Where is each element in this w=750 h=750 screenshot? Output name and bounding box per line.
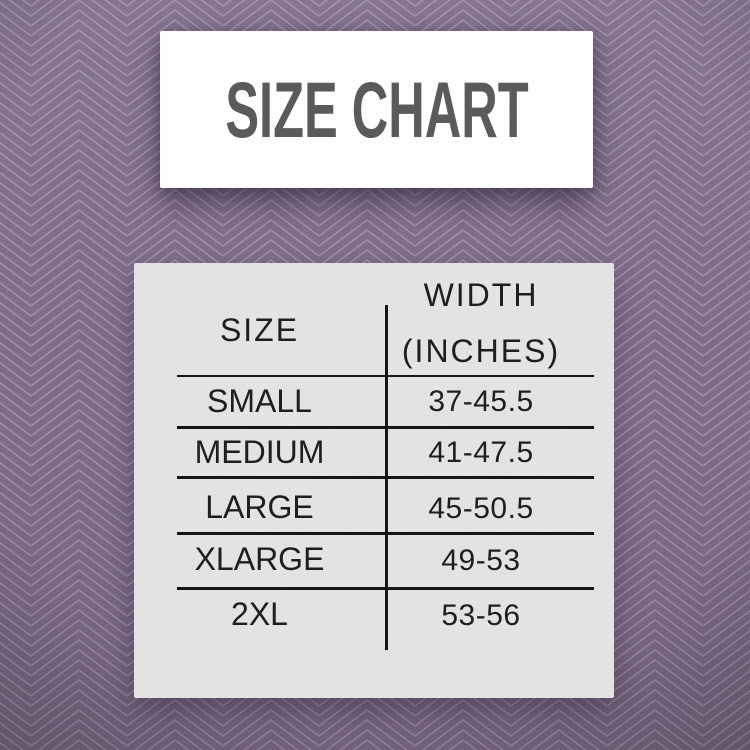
header-size: SIZE <box>219 312 300 349</box>
width-value-2xl: 53-56 <box>441 598 521 632</box>
size-label-large: LARGE <box>205 489 314 526</box>
size-label-medium: MEDIUM <box>194 433 325 470</box>
size-table-panel: SIZE WIDTH (INCHES) SMALL 37-45.5 MEDIUM… <box>134 263 614 698</box>
size-label-small: SMALL <box>207 382 312 419</box>
width-value-xlarge: 49-53 <box>441 543 521 577</box>
width-value-small: 37-45.5 <box>428 385 534 418</box>
header-width-line2: (INCHES) <box>401 333 561 369</box>
size-label-2xl: 2XL <box>231 596 288 633</box>
width-value-medium: 41-47.5 <box>428 436 534 469</box>
size-label-xlarge: XLARGE <box>194 541 325 578</box>
row-divider-line <box>177 476 594 479</box>
banner-title: SIZE CHART <box>224 64 529 154</box>
width-value-large: 45-50.5 <box>428 491 534 525</box>
header-width-line1: WIDTH <box>423 277 539 313</box>
header-width: WIDTH (INCHES) <box>388 267 574 379</box>
size-chart-banner: SIZE CHART <box>160 31 593 188</box>
